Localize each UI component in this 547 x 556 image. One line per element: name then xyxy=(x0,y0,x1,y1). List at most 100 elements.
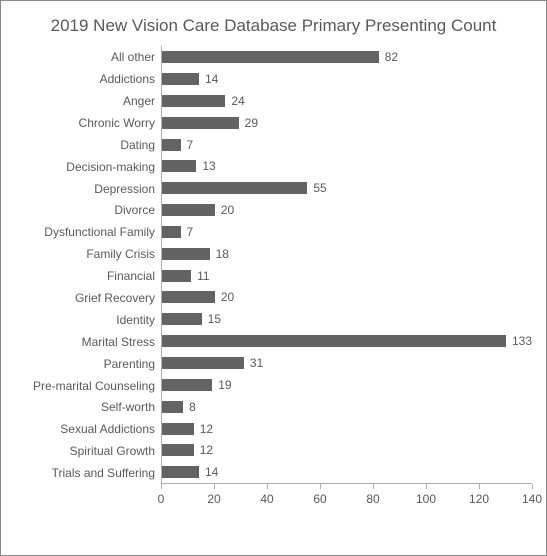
bar-value-label: 12 xyxy=(200,444,213,456)
x-axis-tick-label: 120 xyxy=(469,492,489,506)
x-axis-tick xyxy=(479,484,480,489)
bar-row: 82 xyxy=(162,50,532,64)
bar-row: 7 xyxy=(162,225,532,239)
bar xyxy=(162,51,379,63)
chart-frame: 2019 New Vision Care Database Primary Pr… xyxy=(0,0,547,556)
bars-container: 82142429713552071811201513331198121214 xyxy=(162,46,532,483)
bar-value-label: 15 xyxy=(208,313,221,325)
bar-value-label: 12 xyxy=(200,423,213,435)
bar-value-label: 11 xyxy=(197,270,209,282)
bar-row: 29 xyxy=(162,116,532,130)
bar xyxy=(162,335,506,347)
bar xyxy=(162,182,307,194)
x-axis-tick xyxy=(214,484,215,489)
bar-row: 14 xyxy=(162,72,532,86)
y-axis-category-label: All other xyxy=(15,51,155,63)
y-axis-category-label: Divorce xyxy=(15,204,155,216)
bar-row: 15 xyxy=(162,312,532,326)
x-axis-tick-label: 80 xyxy=(366,492,379,506)
bar-row: 133 xyxy=(162,334,532,348)
y-axis-category-label: Financial xyxy=(15,270,155,282)
bar xyxy=(162,313,202,325)
x-axis-tick xyxy=(426,484,427,489)
bar xyxy=(162,466,199,478)
bar-value-label: 7 xyxy=(187,139,194,151)
y-axis-category-label: Sexual Addictions xyxy=(15,423,155,435)
y-axis-category-label: Spiritual Growth xyxy=(15,445,155,457)
bar xyxy=(162,139,181,151)
bar-value-label: 7 xyxy=(187,226,194,238)
y-axis-category-label: Pre-marital Counseling xyxy=(15,380,155,392)
x-axis-tick-label: 140 xyxy=(522,492,542,506)
x-axis-tick xyxy=(320,484,321,489)
y-axis-category-label: Decision-making xyxy=(15,161,155,173)
y-axis-category-label: Self-worth xyxy=(15,401,155,413)
x-axis-tick xyxy=(267,484,268,489)
x-axis-tick-label: 20 xyxy=(207,492,220,506)
x-axis-tick xyxy=(532,484,533,489)
bar-value-label: 55 xyxy=(313,182,326,194)
x-axis-tick-label: 60 xyxy=(313,492,326,506)
bar-value-label: 20 xyxy=(221,291,234,303)
bar-value-label: 14 xyxy=(205,466,218,478)
bar-value-label: 31 xyxy=(250,357,263,369)
bar-value-label: 18 xyxy=(216,248,229,260)
y-axis-category-label: Depression xyxy=(15,183,155,195)
y-axis-category-label: Dysfunctional Family xyxy=(15,226,155,238)
bar-row: 55 xyxy=(162,181,532,195)
y-axis-labels: All other Addictions Anger Chronic Worry Dat… xyxy=(15,46,161,484)
bar xyxy=(162,73,199,85)
y-axis-category-label: Family Crisis xyxy=(15,248,155,260)
bar-value-label: 133 xyxy=(512,335,532,347)
bar-value-label: 20 xyxy=(221,204,234,216)
bar xyxy=(162,226,181,238)
bar-row: 31 xyxy=(162,356,532,370)
bar xyxy=(162,444,194,456)
plot-area: All other Addictions Anger Chronic Worry Dat… xyxy=(15,46,532,484)
x-axis-tick xyxy=(161,484,162,489)
y-axis-category-label: Addictions xyxy=(15,73,155,85)
bar xyxy=(162,379,212,391)
y-axis-category-label: Marital Stress xyxy=(15,336,155,348)
x-axis-tick xyxy=(373,484,374,489)
chart-title: 2019 New Vision Care Database Primary Pr… xyxy=(15,15,532,36)
bar-value-label: 8 xyxy=(189,401,196,413)
bar-row: 20 xyxy=(162,203,532,217)
x-axis-tick-label: 100 xyxy=(416,492,436,506)
x-axis-tick-label: 40 xyxy=(260,492,273,506)
bar-value-label: 13 xyxy=(202,160,215,172)
bar-row: 7 xyxy=(162,138,532,152)
bar-value-label: 29 xyxy=(245,117,258,129)
bar xyxy=(162,423,194,435)
bar-value-label: 24 xyxy=(231,95,244,107)
bar-row: 8 xyxy=(162,400,532,414)
bar-value-label: 19 xyxy=(218,379,231,391)
bar-value-label: 14 xyxy=(205,73,218,85)
bar-value-label: 82 xyxy=(385,51,398,63)
bar-row: 12 xyxy=(162,422,532,436)
bar xyxy=(162,291,215,303)
y-axis-category-label: Trials and Suffering xyxy=(15,467,155,479)
bar-row: 13 xyxy=(162,159,532,173)
bar-row: 11 xyxy=(162,269,532,283)
bar xyxy=(162,270,191,282)
x-axis-labels: 020406080100120140 xyxy=(161,490,532,508)
bar-row: 14 xyxy=(162,465,532,479)
y-axis-category-label: Grief Recovery xyxy=(15,292,155,304)
bar xyxy=(162,160,196,172)
bar-row: 12 xyxy=(162,443,532,457)
bar-row: 24 xyxy=(162,94,532,108)
x-axis: 020406080100120140 xyxy=(161,484,532,508)
bar xyxy=(162,204,215,216)
y-axis-category-label: Identity xyxy=(15,314,155,326)
x-axis-tick-label: 0 xyxy=(158,492,165,506)
bar xyxy=(162,95,225,107)
y-axis-category-label: Chronic Worry xyxy=(15,117,155,129)
bar-row: 18 xyxy=(162,247,532,261)
bar-row: 20 xyxy=(162,290,532,304)
bar xyxy=(162,357,244,369)
plot-region: 82142429713552071811201513331198121214 xyxy=(161,46,532,484)
y-axis-category-label: Anger xyxy=(15,95,155,107)
y-axis-category-label: Dating xyxy=(15,139,155,151)
y-axis-category-label: Parenting xyxy=(15,358,155,370)
